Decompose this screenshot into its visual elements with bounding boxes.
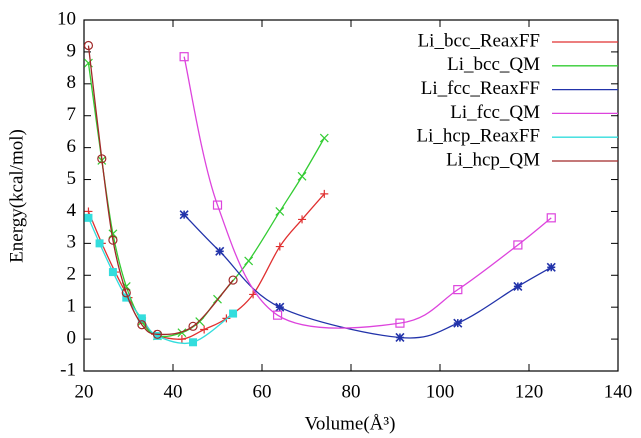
marker bbox=[395, 318, 405, 328]
x-axis-label: Volume(Å³) bbox=[305, 413, 396, 434]
marker bbox=[319, 133, 329, 143]
marker bbox=[298, 215, 307, 224]
y-axis-label: Energy(kcal/mol) bbox=[6, 129, 27, 263]
marker bbox=[297, 171, 307, 181]
marker bbox=[200, 325, 209, 334]
marker bbox=[108, 235, 118, 245]
marker bbox=[229, 309, 238, 318]
x-tick-label: 40 bbox=[164, 381, 183, 402]
marker bbox=[122, 293, 131, 302]
marker bbox=[453, 318, 463, 328]
legend-label: Li_bcc_QM bbox=[447, 54, 540, 75]
marker bbox=[546, 213, 556, 223]
marker bbox=[152, 329, 163, 339]
y-tick-label: 3 bbox=[67, 232, 77, 253]
marker bbox=[177, 328, 187, 338]
y-tick-label: 1 bbox=[67, 296, 77, 317]
x-tick-label: 80 bbox=[342, 381, 361, 402]
y-tick-label: 0 bbox=[67, 327, 77, 348]
legend-label: Li_hcp_ReaxFF bbox=[417, 126, 541, 147]
marker bbox=[177, 335, 186, 344]
x-tick-label: 140 bbox=[604, 381, 633, 402]
series-line bbox=[87, 193, 325, 340]
x-tick-label: 20 bbox=[75, 381, 94, 402]
marker bbox=[188, 321, 198, 331]
marker bbox=[513, 281, 523, 292]
legend-label: Li_fcc_ReaxFF bbox=[421, 78, 540, 99]
marker bbox=[84, 213, 93, 222]
y-tick-label: 6 bbox=[67, 136, 77, 157]
y-tick-label: 8 bbox=[67, 72, 77, 93]
marker bbox=[546, 262, 556, 272]
marker bbox=[179, 52, 189, 62]
y-tick-label: 5 bbox=[67, 168, 77, 189]
marker bbox=[320, 189, 329, 198]
marker bbox=[395, 332, 405, 343]
marker bbox=[275, 207, 285, 216]
marker bbox=[97, 154, 107, 164]
marker bbox=[95, 239, 104, 248]
marker bbox=[189, 338, 198, 347]
marker bbox=[212, 200, 223, 210]
marker bbox=[513, 240, 523, 250]
marker bbox=[215, 246, 225, 256]
series-line bbox=[183, 214, 552, 339]
y-tick-label: 10 bbox=[57, 8, 76, 29]
y-tick-label: -1 bbox=[60, 359, 76, 380]
series-line bbox=[87, 45, 234, 336]
marker bbox=[83, 40, 94, 51]
legend-label: Li_bcc_ReaxFF bbox=[418, 30, 540, 51]
marker bbox=[137, 320, 147, 330]
marker bbox=[244, 256, 254, 266]
y-tick-label: 4 bbox=[67, 200, 77, 221]
x-tick-label: 100 bbox=[426, 381, 455, 402]
x-tick-label: 120 bbox=[515, 381, 544, 402]
legend-label: Li_hcp_QM bbox=[446, 149, 540, 170]
marker bbox=[108, 268, 117, 277]
marker bbox=[153, 331, 162, 340]
marker bbox=[275, 242, 284, 251]
series-line bbox=[183, 56, 552, 329]
marker bbox=[453, 285, 463, 295]
marker bbox=[275, 302, 285, 312]
marker bbox=[121, 288, 131, 298]
marker bbox=[228, 275, 238, 285]
marker bbox=[137, 314, 146, 323]
legend-label: Li_fcc_QM bbox=[450, 102, 540, 123]
marker bbox=[249, 290, 258, 299]
y-tick-label: 7 bbox=[67, 104, 77, 125]
y-tick-label: 9 bbox=[67, 40, 77, 61]
marker bbox=[272, 310, 283, 320]
marker bbox=[179, 210, 189, 220]
x-tick-label: 60 bbox=[253, 381, 272, 402]
y-tick-label: 2 bbox=[67, 264, 77, 285]
